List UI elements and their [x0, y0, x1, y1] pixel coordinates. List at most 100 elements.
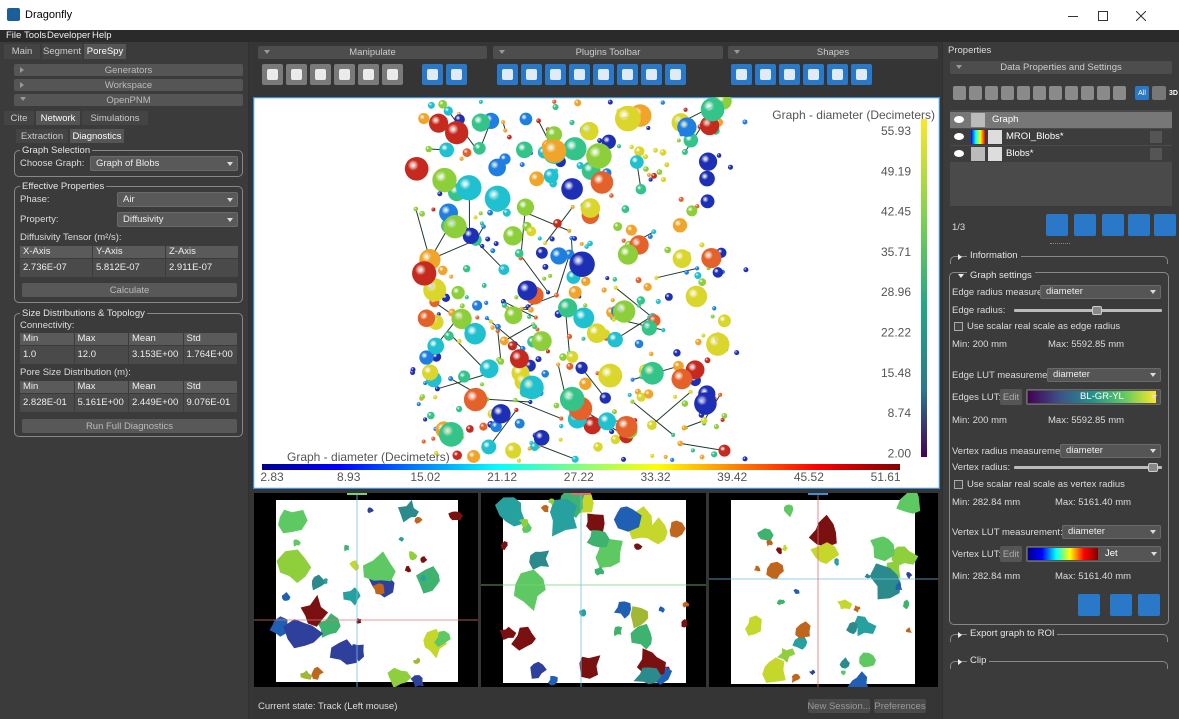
object-action-button[interactable]: [1102, 214, 1124, 236]
object-action-button[interactable]: [1074, 214, 1096, 236]
filter-all[interactable]: All: [1135, 86, 1149, 100]
filter-icon[interactable]: [1001, 86, 1014, 100]
filter-icon[interactable]: [1049, 86, 1062, 100]
vertex-sphere: [701, 98, 725, 122]
vertex-sphere: [593, 442, 603, 452]
pin-icon[interactable]: [1150, 148, 1162, 160]
3d-view[interactable]: Graph - diameter (Decimeters)55.9349.194…: [253, 97, 940, 489]
slice-view[interactable]: [254, 493, 478, 687]
max-label: Max: 5592.85 mm: [1048, 339, 1124, 351]
filter-3d[interactable]: 3D: [1168, 86, 1179, 100]
icon-glyph: [574, 69, 585, 80]
menu-item[interactable]: Tools: [24, 30, 46, 42]
filter-icon[interactable]: [1065, 86, 1078, 100]
filter-icon[interactable]: [953, 86, 966, 100]
vertex-sphere: [651, 229, 656, 234]
choose-graph-dropdown-value: Graph of Blobs: [96, 158, 159, 170]
slider-handle[interactable]: [1148, 463, 1158, 472]
filter-icon[interactable]: [1113, 86, 1126, 100]
vertex-sphere: [541, 370, 549, 378]
measurement-dropdown-value: diameter: [1046, 286, 1083, 298]
filter-icon[interactable]: [985, 86, 998, 100]
calculate-button[interactable]: Calculate: [22, 283, 237, 297]
edit-lut-button[interactable]: Edit: [1000, 546, 1022, 562]
colorbar-tick-label: 15.48: [881, 366, 911, 380]
menu-item[interactable]: File: [6, 30, 21, 42]
menu-item[interactable]: Help: [92, 30, 112, 42]
maximize-button[interactable]: [1098, 11, 1108, 21]
visibility-eye[interactable]: [954, 150, 964, 157]
table-header-text: Std: [187, 381, 201, 393]
vertex-sphere: [444, 331, 454, 341]
vertex-sphere: [543, 139, 567, 163]
table-cell-text: 1.0: [23, 349, 36, 361]
tab[interactable]: Cite: [4, 111, 34, 125]
new-session-button[interactable]: New Session...: [808, 699, 870, 713]
filter-eye[interactable]: [1152, 86, 1166, 100]
graph-action-button[interactable]: [1110, 594, 1132, 616]
slider-handle[interactable]: [1092, 306, 1102, 315]
run-diagnostics-button[interactable]: Run Full Diagnostics: [22, 419, 237, 433]
icon-glyph: [832, 69, 843, 80]
vertex-sphere: [617, 144, 621, 148]
vertex-sphere: [613, 222, 622, 231]
section-header[interactable]: Workspace: [14, 79, 243, 91]
arrow-icon: [958, 274, 964, 278]
filter-icon[interactable]: [1081, 86, 1094, 100]
filter-icon[interactable]: [969, 86, 982, 100]
collapsible-title[interactable]: Export graph to ROI: [967, 628, 1057, 640]
slider-track[interactable]: [1014, 309, 1162, 312]
pin-icon[interactable]: [1150, 131, 1162, 143]
tab[interactable]: Main: [4, 44, 40, 59]
tab[interactable]: PoreSpy: [84, 44, 126, 59]
collapsible-title[interactable]: Information: [967, 250, 1021, 262]
slice-view[interactable]: [709, 493, 938, 687]
arrow-icon: [499, 50, 505, 54]
colorbar-tick-label: 28.96: [881, 285, 911, 299]
vertex-sphere: [507, 135, 512, 140]
vertex-sphere: [701, 248, 721, 268]
preferences-button[interactable]: Preferences: [874, 699, 926, 713]
checkbox[interactable]: [954, 480, 963, 489]
filter-icon[interactable]: [1033, 86, 1046, 100]
vertex-sphere: [626, 225, 637, 236]
visibility-eye[interactable]: [954, 116, 964, 123]
vertex-sphere: [648, 234, 653, 239]
vertex-sphere: [452, 450, 462, 460]
tab[interactable]: Extraction: [16, 129, 68, 143]
object-action-button[interactable]: [1046, 214, 1068, 236]
section-header[interactable]: OpenPNM: [14, 94, 243, 106]
tab[interactable]: Network: [36, 111, 80, 125]
vertex-sphere: [532, 324, 537, 329]
app-icon: [7, 8, 20, 21]
checkbox[interactable]: [954, 322, 963, 331]
filter-icon[interactable]: [1097, 86, 1110, 100]
slider-track[interactable]: [1014, 466, 1162, 469]
object-action-button[interactable]: [1154, 214, 1176, 236]
collapsible-title[interactable]: Graph settings: [967, 270, 1035, 282]
section-header[interactable]: Generators: [14, 64, 243, 76]
vertex-sphere: [485, 186, 511, 212]
vertex-sphere: [514, 408, 518, 412]
vertex-sphere: [503, 209, 511, 217]
tab[interactable]: Diagnostics: [70, 129, 124, 143]
graph-action-button[interactable]: [1078, 594, 1100, 616]
menu-item[interactable]: Developer: [47, 30, 90, 42]
slice-view[interactable]: [481, 493, 706, 687]
graph-action-button[interactable]: [1138, 594, 1160, 616]
tab[interactable]: Simulations: [82, 111, 148, 125]
tab[interactable]: Segment: [42, 44, 82, 59]
collapsible-title[interactable]: Clip: [967, 655, 989, 667]
vertex-sphere: [504, 306, 522, 324]
object-action-button[interactable]: [1128, 214, 1150, 236]
edit-lut-button[interactable]: Edit: [1000, 389, 1022, 405]
vertex-sphere: [544, 169, 559, 184]
vertex-sphere: [682, 149, 688, 155]
phase-dropdown[interactable]: [117, 192, 238, 207]
vertex-sphere: [643, 154, 648, 159]
vertex-sphere: [660, 149, 667, 156]
menu-bar: [0, 30, 1179, 42]
visibility-eye[interactable]: [954, 133, 964, 140]
filter-icon[interactable]: [1017, 86, 1030, 100]
arrow-icon: [1150, 449, 1156, 453]
